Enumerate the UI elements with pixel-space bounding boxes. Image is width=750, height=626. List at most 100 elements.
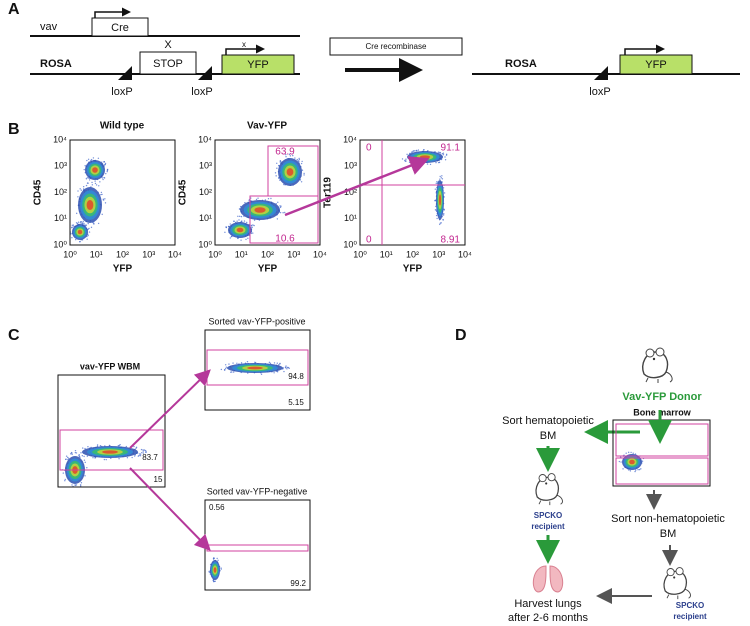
cell-dot	[406, 153, 408, 156]
cell-dot	[145, 451, 147, 453]
cell-dot	[92, 456, 94, 459]
cell-dot	[75, 452, 78, 454]
cell-dot	[622, 468, 624, 470]
x-tick-label: 10³	[142, 249, 155, 259]
cell-dot	[435, 205, 437, 208]
gene-label: ROSA	[40, 58, 72, 70]
y-axis-label: CD45	[33, 179, 44, 205]
cell-dot	[105, 458, 107, 461]
cell-dot	[435, 214, 438, 217]
cell-dot	[81, 222, 84, 224]
gate-value: 10.6	[275, 234, 295, 245]
cell-dot	[92, 157, 95, 159]
gate-value: 83.7	[142, 453, 158, 462]
cell-dot	[64, 478, 66, 481]
gate-value: 15	[154, 475, 163, 484]
y-tick-label: 10²	[344, 187, 357, 197]
cell-dot	[283, 370, 285, 373]
cell-dot	[300, 181, 303, 183]
cell-dot	[285, 153, 287, 156]
cell-dot	[277, 201, 279, 203]
cell-dot	[142, 450, 144, 452]
cell-dot	[84, 475, 86, 477]
cell-dot	[230, 235, 233, 238]
cell-dot	[619, 456, 622, 458]
cell-dot	[298, 159, 301, 161]
cell-dot	[285, 155, 287, 158]
x-tick-label: 10⁰	[353, 249, 367, 259]
density	[419, 155, 431, 159]
cell-dot	[434, 209, 437, 211]
gate-value: 0.56	[209, 503, 225, 512]
cell-dot	[441, 181, 443, 183]
cell-dot	[247, 237, 249, 239]
cell-dot	[286, 368, 288, 370]
cell-dot	[225, 226, 227, 228]
cell-dot	[285, 367, 287, 369]
promoter-arrow	[624, 44, 665, 55]
cell-dot	[80, 482, 83, 484]
x-tick-label: 10¹	[90, 249, 103, 259]
x-tick-label: 10²	[406, 249, 419, 259]
cell-dot	[301, 169, 304, 171]
cell-dot	[77, 190, 79, 192]
cell-dot	[228, 363, 230, 365]
cell-dot	[220, 368, 223, 371]
cell-dot	[75, 484, 78, 486]
cell-dot	[439, 152, 442, 154]
cell-dot	[445, 153, 448, 156]
cell-dot	[301, 160, 303, 163]
cell-dot	[97, 157, 100, 159]
cell-dot	[288, 153, 291, 156]
cell-dot	[279, 206, 282, 209]
loxp-site	[118, 66, 132, 80]
cell-dot	[279, 160, 282, 162]
cell-dot	[233, 220, 235, 222]
cell-dot	[82, 220, 84, 223]
cell-dot	[436, 181, 438, 183]
cell-dot	[429, 163, 432, 166]
gene-label: ROSA	[505, 58, 537, 70]
cell-dot	[224, 364, 227, 366]
cell-dot	[90, 158, 93, 161]
cell-dot	[620, 461, 622, 463]
cell-dot	[285, 365, 287, 367]
cell-dot	[630, 451, 632, 454]
cell-dot	[95, 184, 98, 186]
cell-dot	[442, 152, 445, 154]
cell-dot	[641, 460, 644, 462]
cell-dot	[439, 178, 441, 180]
cell-dot	[125, 445, 128, 448]
mouse-icon	[642, 347, 673, 384]
y-tick-label: 10⁰	[53, 239, 67, 249]
cell-dot	[251, 226, 253, 229]
cell-dot	[273, 372, 275, 374]
cell-dot	[77, 221, 80, 223]
y-tick-label: 10³	[199, 161, 212, 171]
cell-dot	[100, 193, 102, 196]
density	[254, 207, 266, 213]
cell-dot	[274, 172, 277, 174]
cell-dot	[84, 447, 86, 450]
cell-dot	[443, 213, 445, 215]
cell-dot	[62, 472, 65, 474]
cell-dot	[253, 224, 255, 227]
cell-dot	[437, 151, 440, 153]
cell-dot	[83, 455, 85, 458]
cell-dot	[74, 484, 76, 486]
y-tick-label: 10¹	[199, 213, 212, 223]
x-axis-label: YFP	[113, 264, 133, 275]
cell-dot	[103, 458, 106, 461]
cell-dot	[81, 455, 84, 457]
cell-dot	[245, 238, 247, 241]
cell-dot	[104, 198, 106, 200]
gate	[206, 349, 309, 386]
cell-dot	[80, 452, 82, 454]
density	[438, 194, 442, 206]
plot-title: Vav-YFP	[247, 121, 287, 132]
cell-dot	[637, 468, 639, 471]
cell-dot	[276, 162, 278, 164]
cell-dot	[86, 238, 88, 240]
cell-dot	[288, 367, 290, 370]
cell-dot	[133, 445, 135, 448]
